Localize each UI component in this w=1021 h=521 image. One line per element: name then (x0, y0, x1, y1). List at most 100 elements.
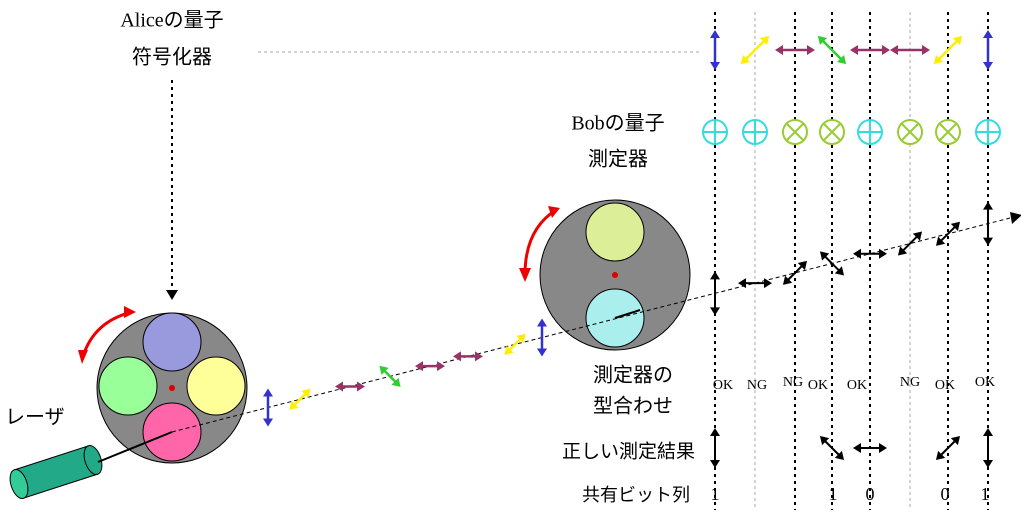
polarization-arrow (983, 30, 993, 70)
detector-bar (785, 122, 805, 142)
match-result: OK (847, 378, 867, 393)
arrow-head (775, 45, 783, 55)
shared-bit: 0 (866, 484, 875, 504)
match-result: NG (747, 378, 767, 393)
arrow-head (897, 246, 908, 256)
shared-bit: 1 (981, 484, 990, 504)
arrow-head (834, 450, 845, 461)
polarization-arrow (897, 231, 923, 256)
arrow-shaft (822, 438, 842, 458)
arrow-head (335, 381, 343, 392)
polarization-arrow (782, 260, 808, 285)
arrow-head (935, 450, 946, 461)
arrow-head (950, 221, 961, 232)
arrow-head (764, 278, 772, 289)
detector-bar (938, 122, 958, 142)
detector-symbol (857, 119, 883, 145)
arrow-head (935, 236, 946, 246)
arrow-shaft (507, 336, 523, 353)
arrow-head (504, 345, 514, 356)
arrow-head (289, 400, 299, 410)
arrow-shaft (900, 234, 920, 253)
arrow-head (890, 45, 898, 55)
match-result: OK (935, 378, 955, 393)
arrow-head (301, 388, 311, 398)
arrow-head (853, 443, 861, 453)
polarization-arrow (983, 428, 993, 468)
match-result: NG (783, 375, 803, 390)
arrow-head (797, 260, 808, 271)
match-label: 型合わせ (593, 394, 673, 418)
detector-symbol (702, 119, 728, 145)
match-result: OK (713, 378, 733, 393)
arrow-head (983, 62, 993, 70)
pointer-head (166, 290, 178, 300)
arrow-shaft (938, 224, 958, 244)
alice-encoder (78, 306, 248, 464)
polarization-arrow (710, 428, 720, 468)
arrow-head (950, 435, 961, 446)
arrow-head (710, 428, 720, 436)
arrow-head (983, 237, 993, 246)
arrow-head (437, 361, 445, 372)
bob-label: 測定器 (588, 147, 648, 171)
polarization-arrow (289, 388, 311, 410)
arrow-head (853, 248, 861, 259)
polarization-arrow (817, 35, 847, 65)
arrow-head (710, 62, 720, 70)
arrow-head (807, 45, 815, 55)
arrow-shaft (382, 368, 398, 385)
arrow-head (836, 54, 847, 65)
polarization-arrow (453, 351, 483, 362)
arrow-head (983, 460, 993, 468)
arrow-head (834, 266, 845, 276)
bob-detector (519, 199, 691, 351)
beam (614, 309, 641, 319)
detector-symbol (935, 119, 961, 145)
arrow-head (516, 333, 526, 343)
arrow-head (817, 35, 828, 46)
alice-label: Aliceの量子 (120, 10, 223, 32)
arrow-shaft (938, 438, 958, 458)
alice-label: 符号化器 (132, 45, 212, 69)
polarization-arrow (379, 365, 401, 387)
arrow-head (759, 35, 770, 46)
arrow-head (933, 54, 944, 65)
detector-bar (822, 122, 842, 142)
detector-bar (900, 122, 920, 142)
polarization-arrow (983, 201, 993, 246)
polarization-arrow (738, 278, 772, 289)
detector-symbol (742, 119, 768, 145)
arrow-head (263, 418, 273, 427)
polarization-arrow (504, 333, 526, 356)
arrow-head (415, 361, 423, 372)
arrow-shaft (936, 38, 960, 62)
laser (9, 445, 103, 499)
polarization-arrow (853, 248, 887, 259)
bob-label: Bobの量子 (571, 113, 664, 135)
arrow-head (537, 348, 547, 357)
arrow-head (710, 271, 720, 280)
arrow-head (952, 35, 963, 46)
polarization-arrow (935, 435, 961, 461)
arrow-shaft (743, 38, 767, 62)
detector-symbol (819, 119, 845, 145)
arrow-head (850, 45, 858, 55)
polarization-arrow (935, 221, 961, 246)
arrow-head (710, 30, 720, 38)
arrow-head (983, 428, 993, 436)
detector-symbol (782, 119, 808, 145)
shared-bit: 1 (829, 484, 838, 504)
beam-head (1010, 212, 1021, 224)
arrow-head (379, 365, 389, 375)
bits-label: 共有ビット列 (582, 485, 690, 506)
arrow-head (738, 278, 746, 289)
arrow-shaft (785, 263, 805, 283)
arrow-head (882, 45, 890, 55)
polarization-arrow (775, 45, 815, 55)
arrow-head (537, 318, 547, 327)
arrow-head (710, 460, 720, 468)
polarization-arrow (537, 318, 547, 357)
polarization-arrow (710, 30, 720, 70)
